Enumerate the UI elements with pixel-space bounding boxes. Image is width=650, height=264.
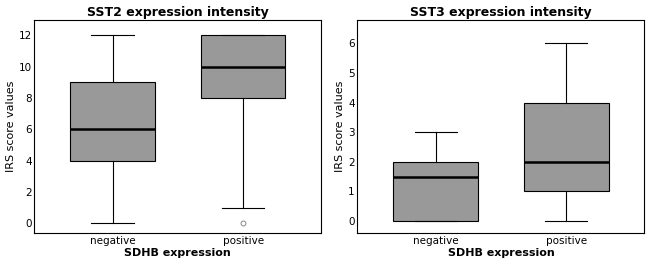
Title: SST2 expression intensity: SST2 expression intensity (87, 6, 268, 18)
X-axis label: SDHB expression: SDHB expression (448, 248, 554, 258)
PathPatch shape (70, 82, 155, 161)
Title: SST3 expression intensity: SST3 expression intensity (410, 6, 592, 18)
Y-axis label: IRS score values: IRS score values (6, 81, 16, 172)
PathPatch shape (393, 162, 478, 221)
PathPatch shape (201, 35, 285, 98)
PathPatch shape (524, 103, 608, 191)
Y-axis label: IRS score values: IRS score values (335, 81, 345, 172)
X-axis label: SDHB expression: SDHB expression (125, 248, 231, 258)
